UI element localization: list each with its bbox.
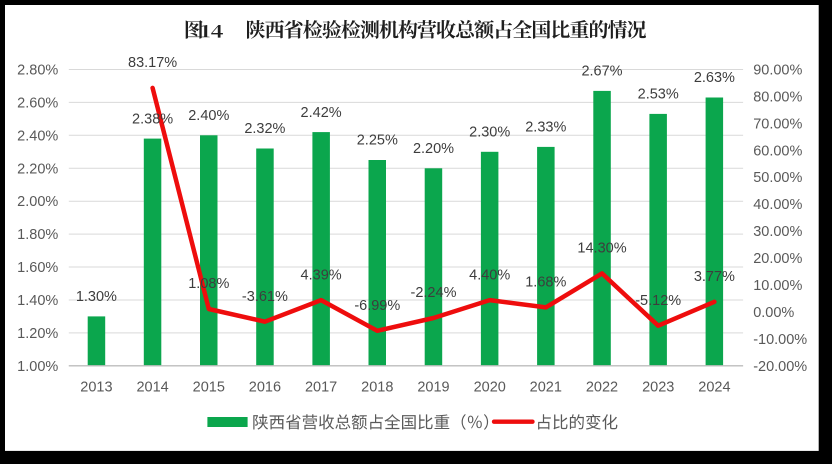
svg-text:10.00%: 10.00% (753, 278, 802, 294)
svg-text:2024: 2024 (698, 379, 730, 395)
svg-text:1.20%: 1.20% (17, 326, 58, 342)
svg-text:-20.00%: -20.00% (753, 359, 807, 375)
svg-text:50.00%: 50.00% (753, 170, 802, 186)
svg-text:1.08%: 1.08% (188, 276, 229, 292)
svg-text:2016: 2016 (249, 379, 281, 395)
svg-text:2.53%: 2.53% (638, 87, 679, 103)
svg-text:2.30%: 2.30% (469, 125, 510, 141)
svg-text:-2.24%: -2.24% (411, 285, 457, 301)
svg-text:2.38%: 2.38% (132, 111, 173, 127)
svg-text:2019: 2019 (417, 379, 449, 395)
svg-text:0.00%: 0.00% (753, 305, 794, 321)
svg-text:2022: 2022 (586, 379, 618, 395)
svg-text:2.42%: 2.42% (301, 105, 342, 121)
svg-text:1.40%: 1.40% (17, 293, 58, 309)
svg-text:2018: 2018 (361, 379, 393, 395)
svg-text:2.40%: 2.40% (188, 108, 229, 124)
svg-text:2021: 2021 (530, 379, 562, 395)
svg-text:2017: 2017 (305, 379, 337, 395)
svg-text:2.63%: 2.63% (694, 70, 735, 86)
svg-text:1.80%: 1.80% (17, 227, 58, 243)
svg-text:-6.99%: -6.99% (354, 298, 400, 314)
svg-text:-10.00%: -10.00% (753, 332, 807, 348)
svg-text:4.40%: 4.40% (469, 267, 510, 283)
svg-text:2.33%: 2.33% (525, 120, 566, 136)
svg-text:2.40%: 2.40% (17, 128, 58, 144)
svg-text:2.00%: 2.00% (17, 194, 58, 210)
svg-text:1.68%: 1.68% (525, 275, 566, 291)
svg-text:83.17%: 83.17% (128, 55, 177, 71)
svg-text:70.00%: 70.00% (753, 116, 802, 132)
svg-text:2013: 2013 (80, 379, 112, 395)
svg-text:2020: 2020 (474, 379, 506, 395)
svg-text:2015: 2015 (193, 379, 225, 395)
svg-text:-3.61%: -3.61% (242, 289, 288, 305)
svg-text:60.00%: 60.00% (753, 143, 802, 159)
svg-text:2.20%: 2.20% (413, 141, 454, 157)
svg-text:3.77%: 3.77% (694, 269, 735, 285)
svg-text:2014: 2014 (136, 379, 168, 395)
svg-text:30.00%: 30.00% (753, 224, 802, 240)
svg-text:2.67%: 2.67% (581, 64, 622, 80)
svg-text:1.30%: 1.30% (76, 289, 117, 305)
svg-text:2.20%: 2.20% (17, 161, 58, 177)
svg-text:1.60%: 1.60% (17, 260, 58, 276)
svg-text:90.00%: 90.00% (753, 63, 802, 79)
svg-text:14.30%: 14.30% (577, 241, 626, 257)
svg-text:2.32%: 2.32% (244, 121, 285, 137)
svg-text:20.00%: 20.00% (753, 251, 802, 267)
svg-text:-5.12%: -5.12% (635, 293, 681, 309)
svg-text:1.00%: 1.00% (17, 359, 58, 375)
svg-text:80.00%: 80.00% (753, 89, 802, 105)
svg-text:40.00%: 40.00% (753, 197, 802, 213)
svg-text:2.60%: 2.60% (17, 95, 58, 111)
svg-text:4.39%: 4.39% (301, 267, 342, 283)
svg-text:2.80%: 2.80% (17, 63, 58, 79)
svg-text:2023: 2023 (642, 379, 674, 395)
svg-text:2.25%: 2.25% (357, 133, 398, 149)
